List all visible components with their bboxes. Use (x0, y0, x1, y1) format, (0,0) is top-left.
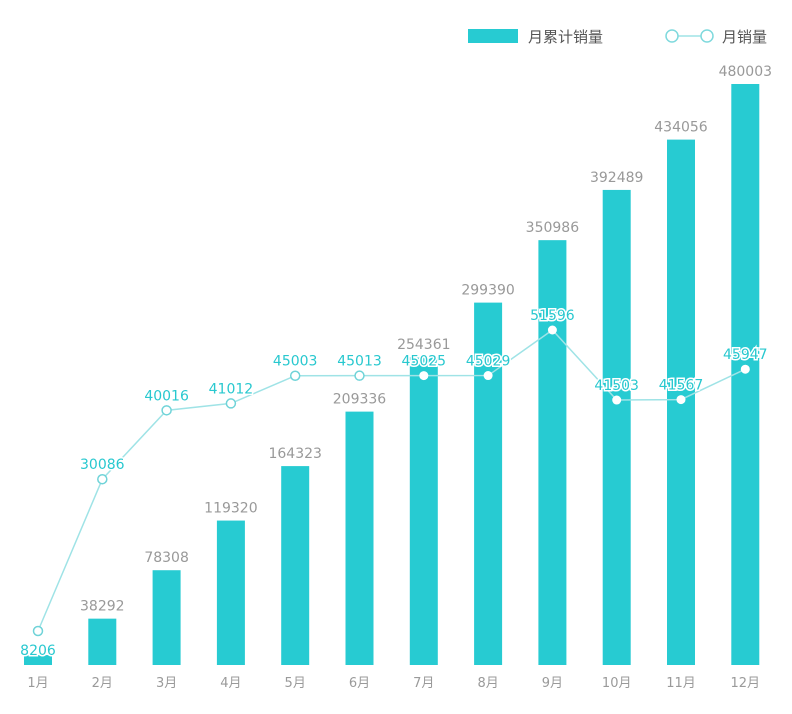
bar-2月 (88, 618, 117, 665)
legend-line-marker-left (665, 29, 679, 43)
line-value-label: 45013 (337, 354, 382, 370)
line-value-label: 45947 (723, 347, 768, 363)
line-point-1月 (32, 625, 44, 637)
x-axis-labels: 1月 2月 3月 4月 5月 6月 7月 8月 9月 10月 11月 12月 (27, 676, 760, 691)
x-tick-label: 11月 (666, 676, 696, 691)
bar-value-label: 392489 (590, 170, 643, 186)
line-point-8月 (483, 371, 493, 381)
bar-value-label: 38292 (80, 599, 125, 615)
bar-8月 (474, 302, 503, 665)
line-path (37, 329, 746, 632)
x-tick-label: 3月 (156, 676, 177, 691)
x-tick-label: 9月 (542, 676, 563, 691)
bar-9月 (538, 240, 567, 665)
bar-value-label: 480003 (719, 64, 772, 80)
line-point-11月 (676, 395, 686, 405)
line-point-12月 (740, 364, 750, 374)
line-value-label: 41012 (209, 381, 254, 397)
line-value-label: 51596 (530, 308, 575, 324)
x-tick-label: 10月 (602, 676, 632, 691)
bar-3月 (152, 570, 181, 665)
x-tick-label: 7月 (413, 676, 434, 691)
legend: 月累计销量 月销量 (468, 28, 767, 46)
x-tick-label: 5月 (285, 676, 306, 691)
line-point-2月 (97, 473, 108, 485)
line-point-4月 (225, 398, 237, 409)
bar-value-label: 350986 (526, 220, 580, 236)
line-value-label: 41567 (659, 378, 704, 394)
line-value-label: 45025 (402, 354, 447, 370)
bar-1月 (24, 655, 52, 665)
bar-value-label: 434056 (654, 120, 708, 136)
x-tick-label: 6月 (349, 676, 370, 691)
bar-6月 (345, 411, 374, 665)
bar-5月 (281, 466, 310, 665)
line-point-9月 (547, 325, 557, 335)
bar-value-label: 119320 (204, 501, 257, 517)
bar-value-label: 209336 (333, 392, 387, 408)
bar-4月 (216, 520, 245, 665)
x-tick-label: 12月 (731, 676, 761, 691)
bar-7月 (409, 357, 438, 665)
line-value-label: 45003 (273, 354, 318, 370)
bar-10月 (602, 189, 631, 665)
x-tick-label: 8月 (477, 676, 498, 691)
line-point-7月 (419, 371, 429, 381)
x-tick-label: 2月 (92, 676, 113, 691)
bar-value-label: 78308 (144, 550, 189, 566)
legend-line-label: 月销量 (722, 28, 767, 46)
line-value-label: 45029 (466, 354, 511, 370)
legend-line-marker-right (700, 29, 714, 43)
line-point-5月 (289, 370, 301, 381)
bar-labels: 38292 78308 119320 164323 209336 254361 299390… (80, 64, 772, 615)
line-value-label: 41503 (594, 378, 639, 394)
legend-bar-label: 月累计销量 (528, 28, 603, 46)
bar-value-label: 164323 (268, 446, 321, 462)
bar-value-label: 254361 (397, 337, 450, 353)
line-value-label: 8206 (20, 643, 56, 659)
bars (24, 83, 760, 666)
line-point-10月 (612, 395, 622, 405)
legend-bar-swatch (468, 29, 518, 43)
x-tick-label: 1月 (27, 676, 48, 691)
line-value-label: 30086 (80, 457, 125, 473)
x-tick-label: 4月 (220, 676, 241, 691)
line-layer: 8206 30086 40016 41012 45003 45013 45025 45029 5… (19, 307, 769, 661)
bar-12月 (731, 83, 760, 666)
bar-value-label: 299390 (461, 283, 514, 299)
line-point-3月 (161, 405, 172, 416)
line-value-label: 40016 (144, 388, 189, 404)
line-point-6月 (354, 370, 365, 381)
